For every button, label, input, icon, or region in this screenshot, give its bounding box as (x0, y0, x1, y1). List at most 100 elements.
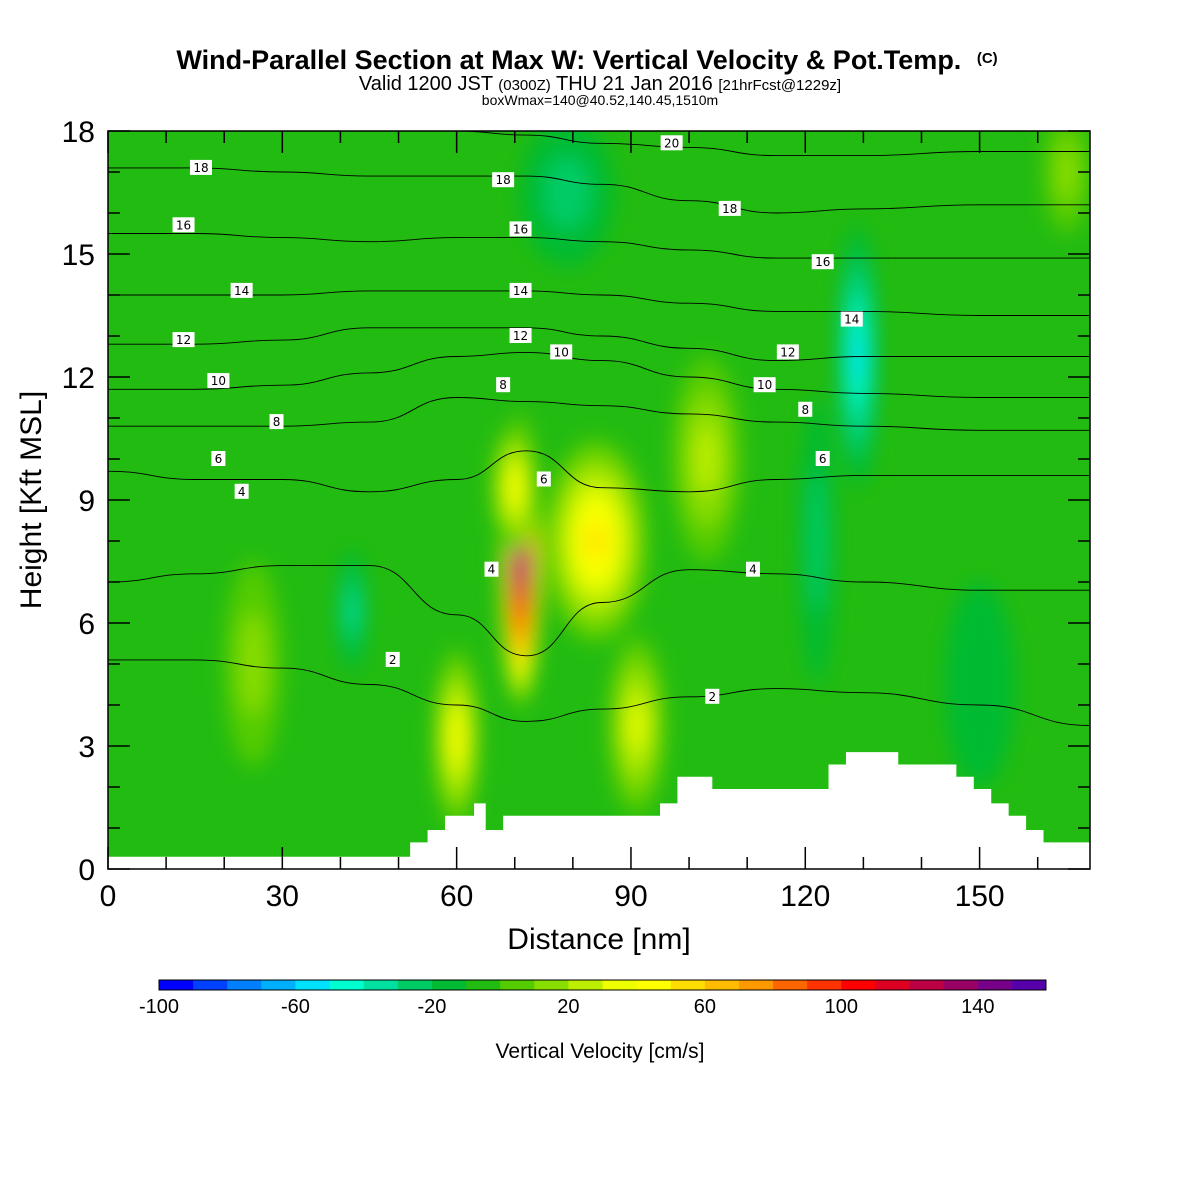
colorbar-tick-label: 60 (694, 996, 716, 1018)
colorbar-swatch (227, 980, 262, 990)
contour-label-8: 8 (269, 414, 284, 430)
contour-label-box (492, 172, 515, 188)
contour-label-text: 16 (513, 222, 528, 236)
x-tick-label: 60 (440, 880, 473, 913)
contour-label-10: 10 (753, 377, 776, 393)
contour-label-4: 4 (234, 483, 249, 499)
colorbar-tick-label: 140 (961, 996, 994, 1018)
contour-label-box (718, 200, 741, 216)
contour-label-text: 20 (664, 136, 679, 150)
w-cell-band (510, 474, 520, 501)
theta-contour-6 (108, 450, 1090, 493)
colorbar-swatch (875, 980, 911, 990)
colorbar-swatch (466, 980, 501, 990)
y-tick-label: 15 (62, 239, 95, 272)
colorbar-swatch (738, 980, 774, 990)
contour-label-text: 2 (708, 690, 716, 704)
contour-label-text: 6 (215, 452, 223, 466)
colorbar-swatch (909, 980, 945, 990)
valid-time-line: Valid 1200 JST (0300Z) THU 21 Jan 2016 [… (359, 73, 841, 95)
contour-label-text: 4 (238, 485, 246, 499)
colorbar-swatch (193, 980, 228, 990)
w-cell-band (808, 469, 826, 613)
contour-label-text: 8 (801, 403, 809, 417)
contour-label-box (550, 344, 573, 360)
contour-label-box (269, 414, 284, 430)
contour-label-box (189, 159, 212, 175)
contour-label-6: 6 (536, 471, 551, 487)
contour-label-box (745, 561, 760, 577)
w-cell-band (1055, 141, 1079, 203)
colorbar-tick-label: 20 (557, 996, 579, 1018)
colorbar-tick-label: -100 (139, 996, 179, 1018)
valid-time-utc: (0300Z) (498, 77, 551, 94)
contour-label-text: 12 (780, 345, 795, 359)
y-tick-label: 12 (62, 362, 95, 395)
chart-title-main: Wind-Parallel Section at Max W: Vertical… (176, 45, 961, 75)
w-cell-band (451, 719, 462, 756)
contour-label-box (207, 373, 230, 389)
contour-label-2: 2 (705, 688, 720, 704)
contour-label-10: 10 (550, 344, 573, 360)
x-tick-label: 30 (266, 880, 299, 913)
terrain-mask (108, 752, 1090, 869)
contour-label-text: 14 (513, 284, 528, 298)
contour-label-text: 8 (499, 378, 507, 392)
contour-label-18: 18 (718, 200, 741, 216)
contour-label-8: 8 (798, 401, 813, 417)
colorbar-tick-label: -60 (281, 996, 310, 1018)
colorbar-swatch (636, 980, 672, 990)
colorbar-swatch (704, 980, 740, 990)
colorbar-swatch (534, 980, 569, 990)
contour-label-10: 10 (207, 373, 230, 389)
colorbar-swatch (363, 980, 399, 990)
contour-label-box (705, 688, 720, 704)
chart-title-mark: (C) (977, 50, 998, 67)
contour-label-6: 6 (211, 451, 226, 466)
x-axis-label: Distance [nm] (507, 923, 690, 956)
chart-title: Wind-Parallel Section at Max W: Vertical… (176, 45, 997, 75)
w-cell-band (944, 582, 1015, 787)
y-tick-label: 6 (78, 608, 95, 641)
colorbar-swatch (261, 980, 296, 990)
contour-label-16: 16 (811, 254, 834, 270)
contour-label-box (536, 471, 551, 487)
contour-label-14: 14 (230, 282, 253, 298)
forecast-info: [21hrFcst@1229z] (718, 77, 841, 94)
colorbar-swatch (602, 980, 638, 990)
contour-label-text: 16 (176, 218, 191, 232)
w-cell-band (587, 523, 605, 559)
x-tick-label: 90 (614, 880, 647, 913)
theta-contour-18 (108, 167, 1090, 214)
colorbar-swatch (329, 980, 365, 990)
colorbar-swatch (568, 980, 603, 990)
x-tick-label: 150 (955, 880, 1005, 913)
contour-label-text: 12 (176, 333, 191, 347)
colorbar-swatch (807, 980, 842, 990)
y-tick-label: 3 (78, 731, 95, 764)
contour-label-box (211, 451, 226, 466)
contour-label-18: 18 (492, 172, 515, 188)
x-tick-label: 0 (100, 880, 117, 913)
y-axis-label: Height [Kft MSL] (15, 391, 48, 609)
contour-label-box (753, 377, 776, 393)
colorbar-swatch (841, 980, 876, 990)
contour-label-text: 14 (234, 284, 249, 298)
colorbar-tick-label: 100 (825, 996, 858, 1018)
contour-label-box (496, 377, 511, 393)
w-cell-band (519, 552, 522, 571)
colorbar-swatch (1011, 980, 1047, 990)
valid-date: THU 21 Jan 2016 (556, 73, 713, 95)
contour-label-text: 18 (193, 161, 208, 175)
contour-label-2: 2 (385, 651, 400, 667)
plot-area: 18 16 14 12 10 8 6 4 2 18 16 14 12 10 8 6 4 20 18 16 14 12 10 8… (108, 131, 1090, 869)
theta-contour-10 (108, 351, 1090, 398)
contour-label-box (509, 282, 532, 298)
colorbar-swatch (977, 980, 1013, 990)
colorbar (158, 979, 1047, 991)
valid-time: Valid 1200 JST (359, 73, 493, 95)
contour-label-text: 12 (513, 329, 528, 343)
contour-label-text: 18 (722, 202, 737, 216)
contour-label-box (660, 135, 683, 151)
